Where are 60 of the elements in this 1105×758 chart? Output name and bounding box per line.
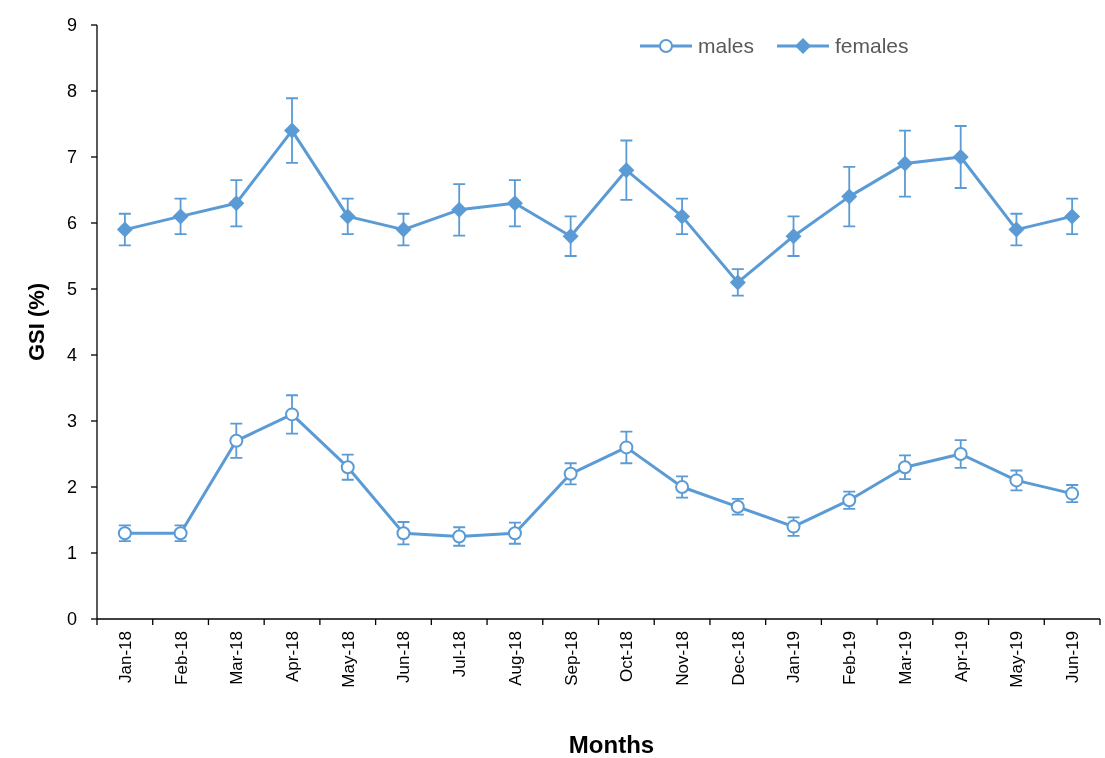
x-tick-label: Feb-19 bbox=[840, 631, 860, 685]
x-tick-label: Mar-18 bbox=[227, 631, 247, 685]
y-tick-label: 4 bbox=[66, 345, 77, 366]
point bbox=[563, 466, 578, 481]
point bbox=[451, 201, 468, 218]
x-tick-label: Jun-18 bbox=[394, 631, 414, 683]
point bbox=[507, 526, 522, 541]
y-tick-label: 1 bbox=[66, 543, 77, 564]
point bbox=[285, 407, 300, 422]
point bbox=[506, 195, 523, 212]
point bbox=[897, 460, 912, 475]
point bbox=[619, 440, 634, 455]
point bbox=[618, 162, 635, 179]
point bbox=[952, 149, 969, 165]
x-tick-label: Sep-18 bbox=[561, 631, 581, 686]
x-tick-label: Jan-19 bbox=[784, 631, 804, 683]
x-tick-label: Nov-18 bbox=[673, 631, 693, 686]
x-tick-label: Aug-18 bbox=[505, 631, 525, 686]
point bbox=[729, 274, 746, 291]
x-tick-label: Jan-18 bbox=[115, 631, 135, 683]
point bbox=[841, 188, 858, 205]
y-tick-label: 5 bbox=[66, 279, 77, 300]
point bbox=[953, 447, 968, 461]
legend-label: males bbox=[698, 34, 755, 58]
x-tick-label: Feb-18 bbox=[171, 631, 191, 685]
x-axis-title: Months bbox=[568, 731, 655, 758]
point bbox=[339, 208, 356, 225]
point bbox=[229, 433, 244, 448]
x-tick-label: Apr-18 bbox=[282, 631, 302, 683]
x-tick-label: Jul-18 bbox=[450, 631, 470, 678]
point bbox=[562, 228, 579, 245]
y-tick-label: 9 bbox=[66, 15, 77, 36]
x-tick-label: Mar-19 bbox=[895, 631, 915, 685]
x-tick-label: May-18 bbox=[338, 631, 358, 688]
point bbox=[228, 195, 245, 212]
y-tick-label: 8 bbox=[66, 81, 77, 102]
point bbox=[1064, 208, 1081, 225]
y-tick-label: 2 bbox=[66, 477, 77, 498]
point bbox=[395, 221, 412, 238]
point bbox=[172, 208, 189, 225]
point bbox=[1008, 221, 1025, 238]
y-tick-label: 0 bbox=[66, 609, 77, 630]
point bbox=[896, 155, 913, 172]
point bbox=[116, 221, 133, 238]
point bbox=[785, 228, 802, 245]
y-tick-label: 3 bbox=[66, 411, 77, 432]
y-tick-label: 6 bbox=[66, 213, 77, 234]
x-tick-label: May-19 bbox=[1007, 631, 1027, 688]
point bbox=[284, 122, 301, 139]
y-axis-title: GSI (%) bbox=[23, 282, 49, 362]
point bbox=[396, 526, 411, 541]
legend-label: females bbox=[835, 34, 909, 58]
x-tick-label: Oct-18 bbox=[617, 631, 637, 683]
x-tick-label: Dec-18 bbox=[728, 631, 748, 686]
x-tick-label: Jun-19 bbox=[1063, 631, 1083, 683]
y-tick-label: 7 bbox=[66, 147, 77, 168]
point bbox=[674, 208, 691, 225]
x-tick-label: Apr-19 bbox=[951, 631, 971, 683]
point bbox=[675, 480, 690, 494]
point bbox=[340, 460, 355, 475]
